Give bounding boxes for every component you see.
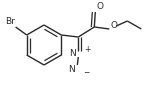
Text: −: − <box>83 69 90 77</box>
Text: N: N <box>70 48 76 58</box>
Text: O: O <box>110 22 117 31</box>
Text: Br: Br <box>5 17 15 26</box>
Text: +: + <box>84 45 91 54</box>
Text: O: O <box>96 2 103 11</box>
Text: N: N <box>69 64 75 74</box>
